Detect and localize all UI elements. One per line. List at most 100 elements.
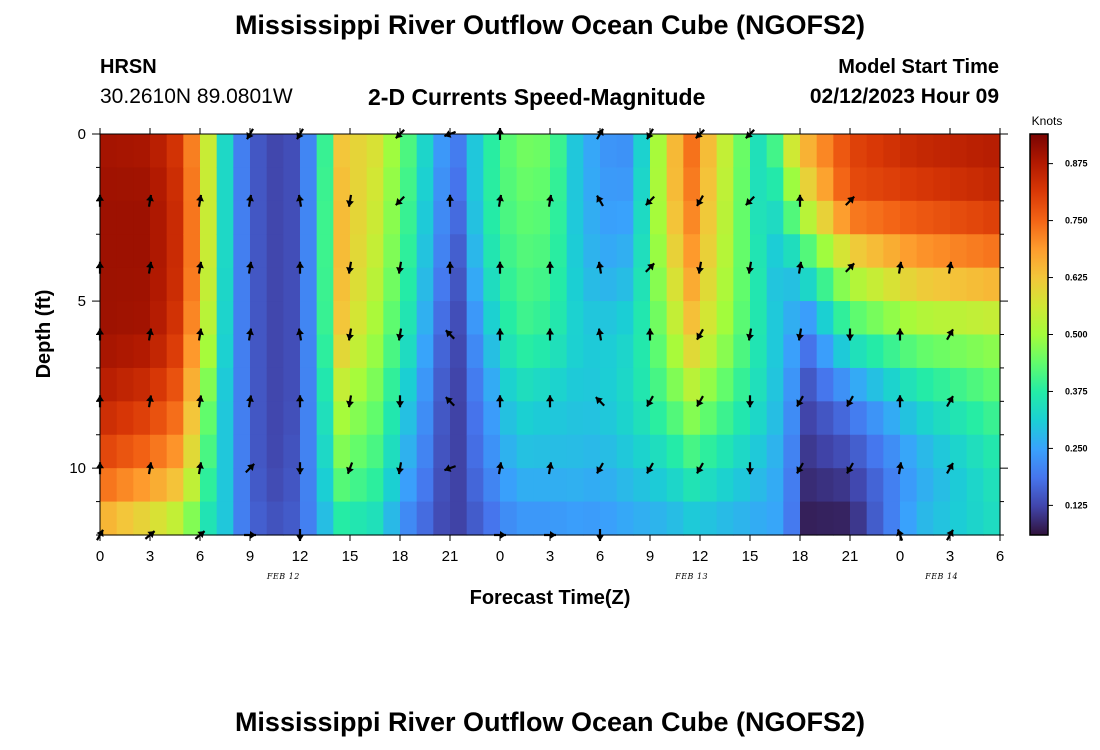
heatmap-cell	[333, 234, 351, 269]
current-vector	[645, 262, 655, 273]
heatmap-cell	[516, 434, 534, 469]
heatmap-cell	[916, 301, 934, 336]
heatmap-cell	[466, 434, 484, 469]
heatmap-cell	[983, 234, 1001, 269]
heatmap-cell	[116, 501, 134, 536]
heatmap-cell	[550, 434, 568, 469]
heatmap-cell	[850, 234, 868, 269]
heatmap-cell	[466, 468, 484, 503]
current-vector	[845, 262, 855, 273]
heatmap-cell	[783, 468, 801, 503]
heatmap-cell	[900, 134, 918, 169]
heatmap-cell	[250, 267, 268, 302]
heatmap-cell	[233, 301, 251, 336]
heatmap-cell	[650, 501, 668, 536]
heatmap-cell	[616, 200, 634, 235]
heatmap-cell	[200, 434, 218, 469]
current-vector	[546, 462, 554, 475]
heatmap-cell	[666, 367, 684, 402]
heatmap-cell	[550, 301, 568, 336]
heatmap-cell	[700, 468, 718, 503]
heatmap-cell	[450, 167, 468, 202]
heatmap-cell	[866, 267, 884, 302]
heatmap-cell	[550, 501, 568, 536]
heatmap-cell	[766, 301, 784, 336]
heatmap-cell	[183, 367, 201, 402]
heatmap-cell	[750, 134, 768, 169]
heatmap-cell	[566, 301, 584, 336]
heatmap-cell	[600, 434, 618, 469]
heatmap-cell	[750, 434, 768, 469]
heatmap-cell	[866, 301, 884, 336]
heatmap-cell	[833, 367, 851, 402]
colorbar-label: Knots	[1032, 114, 1063, 128]
heatmap-cell	[450, 134, 468, 169]
heatmap-cell	[183, 401, 201, 436]
heatmap-cell	[616, 267, 634, 302]
heatmap-cell	[100, 334, 118, 369]
heatmap-cell	[250, 334, 268, 369]
x-tick-label: 18	[792, 548, 809, 565]
current-vector	[496, 328, 504, 341]
heatmap-cell	[683, 267, 701, 302]
heatmap-cell	[700, 167, 718, 202]
colorbar-tick-label: 0.500	[1065, 330, 1088, 340]
heatmap-cell	[600, 501, 618, 536]
heatmap-cell	[850, 301, 868, 336]
heatmap-cell	[533, 234, 551, 269]
heatmap-cell	[416, 334, 434, 369]
heatmap-cell	[483, 167, 501, 202]
heatmap-cell	[816, 301, 834, 336]
heatmap-cell	[516, 301, 534, 336]
heatmap-cell	[933, 234, 951, 269]
heatmap-cell	[800, 401, 818, 436]
heatmap-cell	[933, 167, 951, 202]
heatmap-cell	[366, 334, 384, 369]
current-vector	[646, 328, 654, 341]
heatmap-cell	[300, 401, 318, 436]
x-tick-label: 0	[896, 548, 904, 565]
heatmap-cell	[300, 334, 318, 369]
y-tick-label: 10	[69, 460, 86, 477]
heatmap-cell	[633, 267, 651, 302]
heatmap-cell	[400, 301, 418, 336]
heatmap-cell	[733, 267, 751, 302]
heatmap-cell	[966, 234, 984, 269]
heatmap-cell	[300, 501, 318, 536]
heatmap-cell	[650, 267, 668, 302]
colorbar-tick-label: 0.875	[1065, 159, 1088, 169]
heatmap-cell	[533, 267, 551, 302]
heatmap-cell	[200, 234, 218, 269]
heatmap-cell	[800, 468, 818, 503]
heatmap-cell	[166, 200, 184, 235]
heatmap-cell	[666, 334, 684, 369]
colorbar-tick-label: 0.250	[1065, 443, 1088, 453]
heatmap-cell	[550, 334, 568, 369]
heatmap-cell	[716, 334, 734, 369]
heatmap-cell	[766, 401, 784, 436]
heatmap-cell	[833, 434, 851, 469]
heatmap-cell	[150, 267, 168, 302]
heatmap-cell	[583, 234, 601, 269]
heatmap-cell	[750, 468, 768, 503]
heatmap-cell	[450, 468, 468, 503]
heatmap-cell	[683, 134, 701, 169]
current-vector	[346, 194, 354, 207]
heatmap-cell	[550, 134, 568, 169]
heatmap-cell	[100, 167, 118, 202]
heatmap-cell	[566, 501, 584, 536]
heatmap-cell	[716, 468, 734, 503]
heatmap-cell	[866, 167, 884, 202]
heatmap-cell	[566, 334, 584, 369]
current-vector	[646, 462, 654, 474]
heatmap-cell	[383, 501, 401, 536]
heatmap-cell	[800, 334, 818, 369]
heatmap-cell	[583, 301, 601, 336]
heatmap-cell	[683, 167, 701, 202]
heatmap-cell	[666, 200, 684, 235]
current-vector	[446, 194, 454, 207]
heatmap-cell	[966, 301, 984, 336]
y-axis-label: Depth (ft)	[33, 290, 55, 379]
heatmap-cell	[816, 468, 834, 503]
heatmap-cell	[233, 434, 251, 469]
